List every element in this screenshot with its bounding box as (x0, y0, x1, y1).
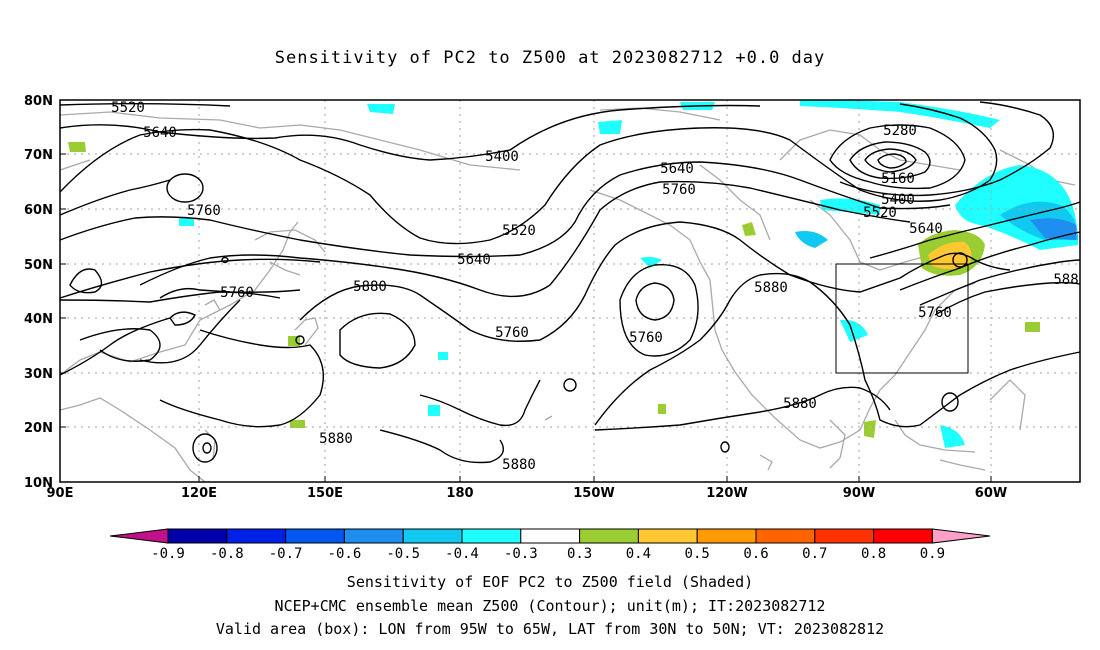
lon-label: 90E (47, 486, 74, 501)
tick-marks (60, 99, 992, 482)
contour-label: 5640 (909, 221, 943, 237)
colorbar-left-arrow (109, 528, 169, 544)
colorbar-label: 0.3 (567, 546, 592, 562)
contour-label: 5880 (783, 396, 817, 412)
contour-label: 5760 (662, 182, 696, 198)
lon-label: 120E (181, 486, 217, 501)
colorbar-label: -0.4 (445, 546, 479, 562)
colorbar-label: -0.3 (504, 546, 538, 562)
colorbar-swatch (873, 528, 933, 544)
contour-label: 5760 (629, 330, 663, 346)
map-title: Sensitivity of PC2 to Z500 at 2023082712… (274, 48, 826, 68)
lat-label: 10N (24, 476, 53, 491)
lon-label: 120W (706, 486, 747, 501)
contour-label: 5520 (111, 100, 145, 116)
colorbar-label: -0.9 (151, 546, 185, 562)
lat-label: 20N (24, 421, 53, 436)
lat-label: 80N (24, 94, 53, 109)
colorbar-label: -0.5 (386, 546, 420, 562)
lon-label: 60W (975, 486, 1007, 501)
contour-label: 5640 (143, 125, 177, 141)
latitude-labels: 80N 70N 60N 50N 40N 30N 20N 10N (24, 94, 53, 491)
colorbar-right-arrow (931, 528, 991, 544)
contour-label: 5760 (495, 325, 529, 341)
gridlines (60, 100, 1080, 482)
colorbar-swatch (755, 528, 816, 544)
contour-labels: 5520 5640 5400 5640 5760 5280 5160 5400 … (111, 100, 1079, 473)
map-border (59, 99, 1081, 483)
contour-label: 5880 (353, 279, 387, 295)
lat-label: 70N (24, 148, 53, 163)
colorbar-label: 0.9 (920, 546, 945, 562)
contour-label: 5280 (883, 123, 917, 139)
colorbar-swatch (285, 528, 345, 544)
longitude-labels: 90E 120E 150E 180 150W 120W 90W 60W (47, 486, 1008, 501)
colorbar-label: -0.7 (269, 546, 303, 562)
lon-label: 90W (843, 486, 875, 501)
colorbar-label: -0.8 (210, 546, 244, 562)
contour-label: 5880 (754, 280, 788, 296)
colorbar-swatch (167, 528, 228, 544)
colorbar-label: 0.7 (802, 546, 827, 562)
contour-label: 588 (1053, 272, 1078, 288)
lon-label: 150W (573, 486, 614, 501)
contour-label: 5520 (863, 205, 897, 221)
colorbar-label: 0.5 (685, 546, 710, 562)
colorbar-swatch (579, 528, 639, 544)
contour-label: 5760 (220, 285, 254, 301)
colorbar-swatch (814, 528, 875, 544)
lat-label: 50N (24, 258, 53, 273)
colorbar-swatch (343, 528, 404, 544)
contour-label: 5160 (881, 171, 915, 187)
valid-area-box (835, 263, 969, 374)
colorbar-swatch (696, 528, 757, 544)
contour-label: 5880 (319, 431, 353, 447)
colorbar-label: 0.4 (626, 546, 651, 562)
contour-label: 5400 (485, 149, 519, 165)
caption-line-3: Valid area (box): LON from 95W to 65W, L… (215, 620, 885, 638)
colorbar: -0.9 -0.8 -0.7 -0.6 -0.5 -0.4 -0.3 0.3 0… (109, 528, 991, 562)
colorbar-label: -0.6 (328, 546, 362, 562)
contour-label: 5520 (502, 223, 536, 239)
z500-contours (59, 101, 1081, 464)
contour-label: 5760 (918, 305, 952, 321)
map-background (60, 100, 1080, 482)
caption-line-1: Sensitivity of EOF PC2 to Z500 field (Sh… (346, 573, 754, 591)
contour-label: 5640 (660, 161, 694, 177)
colorbar-label: 0.8 (861, 546, 886, 562)
contour-label: 5760 (187, 203, 221, 219)
colorbar-swatch (520, 528, 581, 544)
colorbar-swatch (402, 528, 463, 544)
lat-label: 60N (24, 203, 53, 218)
caption-line-2: NCEP+CMC ensemble mean Z500 (Contour); u… (274, 597, 826, 615)
lat-label: 40N (24, 312, 53, 327)
contour-label: 5880 (502, 457, 536, 473)
lon-label: 150E (307, 486, 343, 501)
colorbar-swatch (637, 528, 698, 544)
lon-label: 180 (446, 486, 473, 501)
contour-label: 5400 (881, 192, 915, 208)
contour-label: 5640 (457, 252, 491, 268)
colorbar-swatch (226, 528, 287, 544)
colorbar-label: 0.6 (743, 546, 768, 562)
lat-label: 30N (24, 367, 53, 382)
colorbar-swatch (461, 528, 522, 544)
